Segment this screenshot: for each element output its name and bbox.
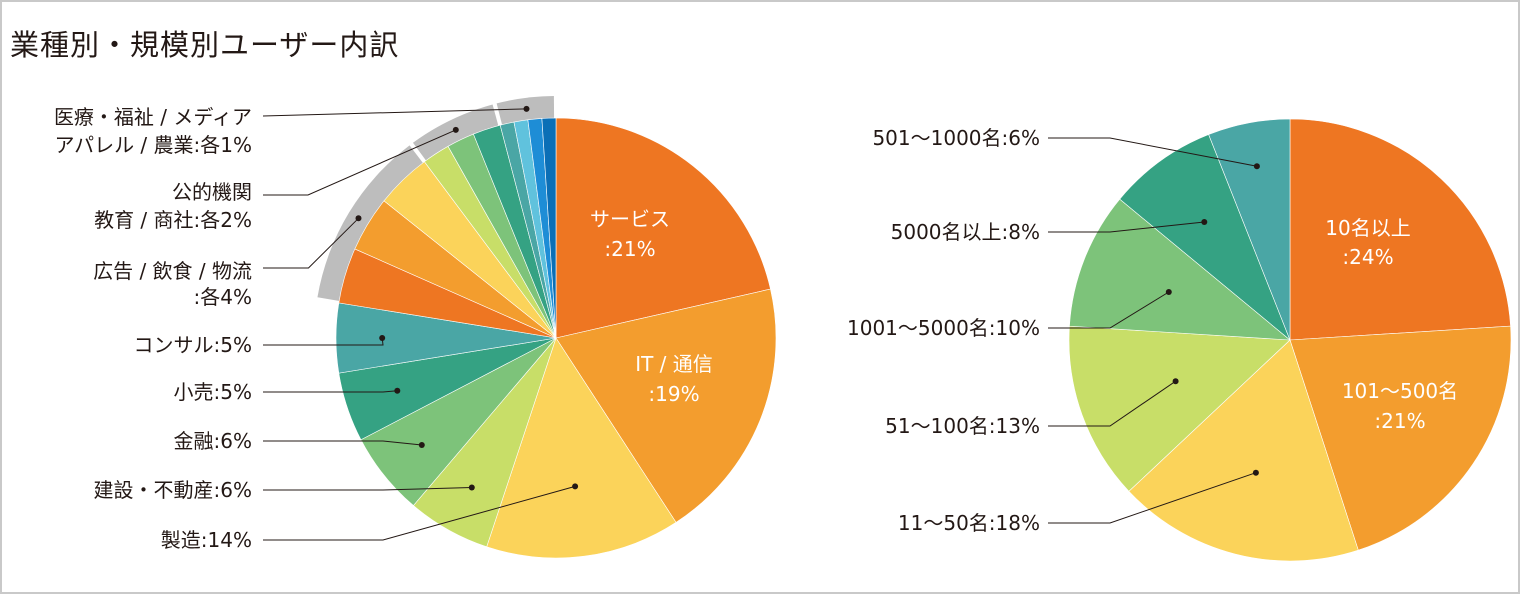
size-slice-1	[1289, 118, 1511, 341]
size-slice-7	[1208, 118, 1291, 341]
industry-label-1-name: サービス	[590, 207, 670, 231]
size-label-3: 11〜50名:18%	[898, 511, 1040, 535]
industry-leader-dot-4	[468, 484, 475, 491]
group-leader-dot-2	[452, 126, 459, 133]
industry-leader-dot-6	[394, 387, 401, 394]
group-label-2-line-1: 公的機関	[172, 180, 252, 204]
group-leader-2	[263, 129, 457, 196]
industry-label-1-value: :21%	[604, 237, 655, 261]
company-size-pie-chart: 10名以上 :24% 101〜500名 :21% 11〜50名:18% 51〜100名:1…	[847, 118, 1512, 562]
group-label-3-line-1: 医療・福祉 / メディア	[54, 105, 252, 129]
size-leader-dot-7	[1253, 163, 1260, 170]
size-leader-6	[1048, 221, 1205, 233]
industry-label-7: コンサル:5%	[134, 333, 252, 357]
size-label-2-name: 101〜500名	[1342, 379, 1458, 403]
industry-pie-chart: サービス :21% IT / 通信 :19% 製造:14% 建設・不動産:6% 金融:6% 小…	[54, 96, 777, 559]
industry-label-3: 製造:14%	[161, 528, 252, 552]
industry-leader-5	[263, 440, 422, 446]
size-label-5: 1001〜5000名:10%	[847, 316, 1040, 340]
industry-leader-dot-5	[418, 442, 425, 448]
industry-leader-6	[263, 390, 398, 393]
industry-leader-3	[263, 485, 576, 541]
size-leader-7	[1048, 137, 1257, 167]
size-slice-5	[1069, 198, 1291, 341]
group-leader-dot-3	[523, 105, 530, 112]
size-leader-dot-3	[1252, 469, 1259, 476]
industry-label-2-value: :19%	[648, 382, 699, 406]
size-leader-5	[1048, 291, 1170, 329]
size-label-2-value: :21%	[1374, 409, 1425, 433]
group-label-1-line-2: :各4%	[194, 285, 252, 309]
page-title: 業種別・規模別ユーザー内訳	[10, 28, 400, 62]
size-slice-2	[1289, 325, 1512, 551]
size-leader-dot-5	[1165, 289, 1172, 295]
group-leader-dot-1	[355, 215, 362, 222]
size-slice-6	[1119, 134, 1291, 341]
size-slice-4	[1068, 325, 1291, 492]
industry-slice-0	[555, 117, 771, 339]
group-label-3-line-2: アパレル / 農業:各1%	[54, 133, 252, 157]
size-leader-dot-4	[1172, 378, 1179, 385]
industry-label-4: 建設・不動産:6%	[94, 478, 252, 502]
group-label-2-line-2: 教育 / 商社:各2%	[94, 208, 252, 232]
size-leader-3	[1048, 472, 1257, 524]
size-label-1-name: 10名以上	[1325, 216, 1410, 240]
size-label-7: 501〜1000名:6%	[872, 126, 1040, 150]
industry-leader-dot-3	[572, 483, 579, 490]
size-leader-dot-6	[1201, 219, 1208, 225]
size-label-1-value: :24%	[1342, 245, 1393, 269]
group-leader-1	[263, 217, 359, 269]
group-label-1-line-1: 広告 / 飲食 / 物流	[93, 259, 252, 283]
size-label-6: 5000名以上:8%	[891, 220, 1040, 244]
industry-label-5: 金融:6%	[174, 429, 252, 453]
industry-slice-16	[541, 117, 557, 339]
size-leader-4	[1048, 380, 1176, 427]
industry-slice-2	[486, 337, 677, 559]
industry-leader-4	[263, 487, 472, 491]
industry-label-6: 小売:5%	[174, 380, 252, 404]
group-leader-3	[262, 108, 527, 117]
size-slice-3	[1128, 339, 1359, 562]
industry-label-2-name: IT / 通信	[635, 352, 713, 376]
size-label-4: 51〜100名:13%	[885, 414, 1040, 438]
industry-slice-1	[555, 288, 777, 523]
industry-leader-dot-7	[379, 335, 386, 341]
